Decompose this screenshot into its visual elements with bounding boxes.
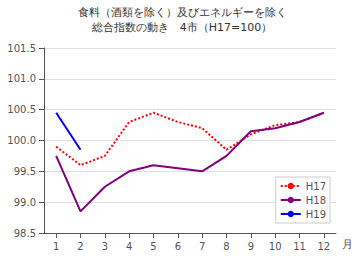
svg-text:月: 月 xyxy=(342,238,353,251)
svg-text:H18: H18 xyxy=(306,195,326,206)
svg-text:H17: H17 xyxy=(306,181,326,192)
svg-text:101.0: 101.0 xyxy=(7,73,36,84)
svg-text:8: 8 xyxy=(223,241,229,252)
svg-text:3: 3 xyxy=(102,241,108,252)
svg-text:6: 6 xyxy=(175,241,181,252)
svg-text:100.0: 100.0 xyxy=(7,135,36,146)
svg-text:総合指数の動き 4市（H17=100）: 総合指数の動き 4市（H17=100） xyxy=(91,21,272,34)
svg-text:食料（酒類を除く）及びエネルギーを除く: 食料（酒類を除く）及びエネルギーを除く xyxy=(78,6,287,19)
svg-text:10: 10 xyxy=(269,241,282,252)
svg-text:9: 9 xyxy=(248,241,254,252)
svg-text:H19: H19 xyxy=(306,209,326,220)
svg-text:99.5: 99.5 xyxy=(14,166,36,177)
svg-text:100.5: 100.5 xyxy=(7,104,36,115)
svg-text:98.5: 98.5 xyxy=(14,228,36,239)
svg-text:5: 5 xyxy=(150,241,156,252)
svg-text:1: 1 xyxy=(53,241,59,252)
svg-text:99.0: 99.0 xyxy=(14,197,36,208)
svg-text:7: 7 xyxy=(199,241,205,252)
svg-text:2: 2 xyxy=(77,241,83,252)
svg-text:11: 11 xyxy=(293,241,306,252)
svg-text:101.5: 101.5 xyxy=(7,43,36,54)
svg-text:4: 4 xyxy=(126,241,132,252)
svg-text:12: 12 xyxy=(317,241,330,252)
